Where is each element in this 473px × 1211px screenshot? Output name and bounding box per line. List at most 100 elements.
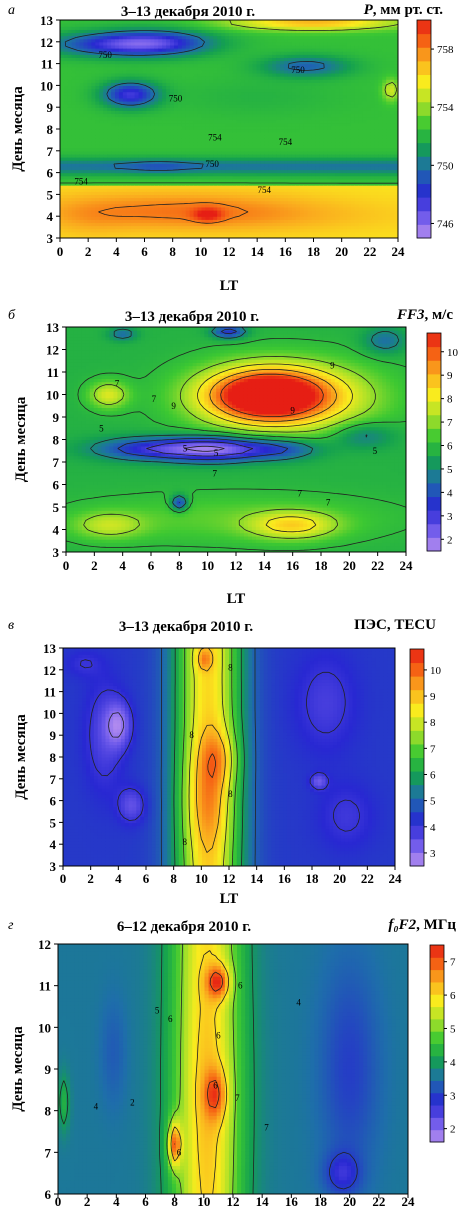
heat-cell [209,79,214,83]
heat-cell [291,178,297,183]
heat-cell [83,228,89,233]
heat-cell [256,29,262,34]
heat-cell [221,119,226,124]
heat-cell [225,160,230,164]
heat-cell [162,125,167,130]
heat-cell [67,48,73,52]
heat-cell [284,51,289,55]
heat-cell [111,119,116,124]
heat-cell [331,76,336,80]
heat-cell [126,160,132,164]
heat-cell [236,225,242,230]
heat-cell [272,57,277,62]
heat-cell [111,197,116,202]
heat-cell [229,91,234,96]
heat-cell [291,206,297,211]
heat-cell [221,216,226,220]
heat-cell [256,79,262,83]
heat-cell [284,29,289,34]
heat-cell [79,172,85,177]
heat-cell [71,94,77,99]
heat-cell [303,35,309,40]
heat-cell [307,222,313,227]
heat-cell [99,97,104,102]
heat-cell [134,203,140,208]
heat-cell [244,63,250,68]
heat-cell [264,132,269,136]
heat-cell [229,203,234,208]
heat-cell [229,69,234,74]
heat-cell [71,228,77,233]
heat-cell [134,100,140,105]
heat-cell [268,119,273,124]
heat-cell [331,169,336,174]
heat-cell [107,147,112,152]
heat-cell [67,181,73,186]
heat-cell [272,110,277,115]
heat-cell [83,110,89,115]
heat-cell [244,188,250,192]
heat-cell [83,150,89,155]
heat-cell [193,144,199,149]
heat-cell [323,144,328,149]
heat-cell [319,119,324,124]
heat-cell [75,185,81,189]
heat-cell [331,48,336,52]
heat-cell [67,160,73,164]
heat-cell [319,91,324,96]
heat-cell [130,209,136,214]
heat-cell [185,175,191,180]
heat-cell [91,79,96,83]
heat-cell [291,234,297,238]
heat-cell [225,157,230,161]
heat-cell [197,129,203,133]
heat-cell [107,32,112,37]
heat-cell [327,132,332,136]
heat-cell [79,107,85,111]
heat-cell [193,79,199,83]
heat-cell [260,26,265,30]
heat-cell [287,20,293,24]
heat-cell [79,32,85,37]
heat-cell [134,76,140,80]
heat-cell [79,26,85,30]
heat-cell [185,163,191,167]
heat-cell [229,200,234,205]
heat-cell [103,144,108,149]
heat-cell [181,32,187,37]
heat-cell [303,26,309,30]
heat-cell [107,79,112,83]
heat-cell [118,69,124,74]
heat-cell [268,147,273,152]
heat-cell [252,107,258,111]
heat-cell [272,213,277,217]
heat-cell [327,135,332,139]
heat-cell [103,166,108,171]
heat-cell [244,209,250,214]
heat-cell [118,181,124,186]
heat-cell [335,132,340,136]
heat-cell [83,219,89,224]
heat-cell [87,163,93,167]
heat-cell [158,44,163,49]
heat-cell [115,160,120,164]
heat-cell [248,163,254,167]
heat-cell [244,66,250,71]
heat-cell [229,160,234,164]
heat-cell [60,206,65,211]
heat-cell [91,119,96,124]
heat-cell [327,160,332,164]
heat-cell [272,219,277,224]
heat-cell [307,141,313,146]
heat-cell [307,197,313,202]
heat-cell [244,51,250,55]
heat-cell [154,228,159,233]
heat-cell [299,194,305,199]
heat-cell [295,107,301,111]
heat-cell [244,76,250,80]
heat-cell [170,38,175,43]
heat-cell [280,209,285,214]
heat-cell [303,225,309,230]
heat-cell [193,76,199,80]
heat-cell [173,219,179,224]
